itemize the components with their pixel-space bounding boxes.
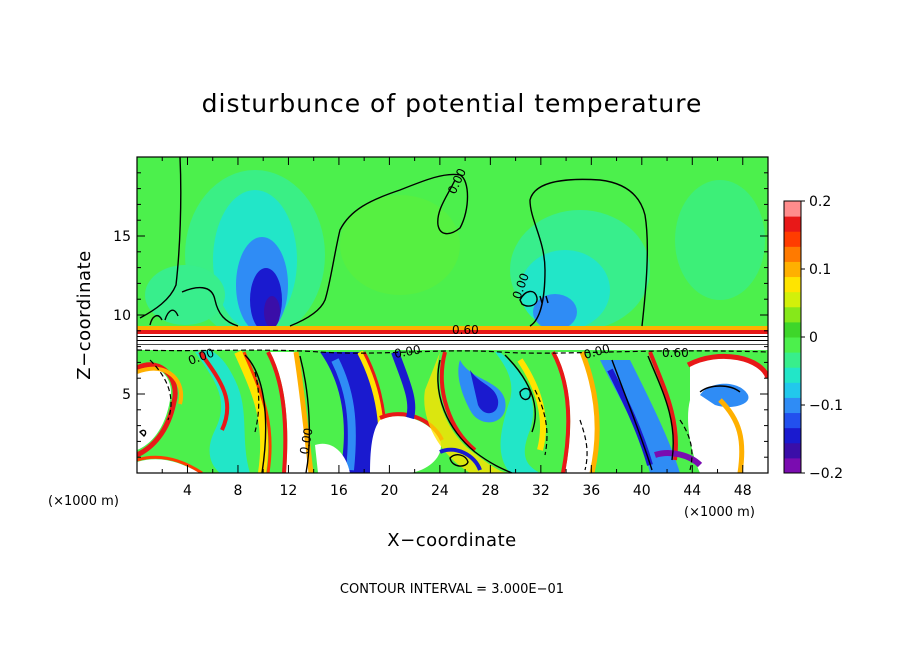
- contour-interval-note: CONTOUR INTERVAL = 3.000E−01: [340, 582, 564, 597]
- colorbar-swatch: [784, 457, 801, 474]
- colorbar-tick-label: 0.2: [809, 194, 831, 210]
- colorbar-swatch: [784, 291, 801, 308]
- x-tick-label: 44: [683, 483, 701, 499]
- x-tick-label: 20: [380, 483, 398, 499]
- y-axis: 5 10 15: [113, 172, 768, 458]
- contour-label: 0.60: [452, 323, 479, 337]
- contour-lines: [139, 157, 649, 327]
- colorbar-swatch: [784, 442, 801, 459]
- x-unit-right: (×1000 m): [684, 505, 755, 520]
- chart-title: disturbunce of potential temperature: [202, 89, 703, 118]
- x-tick-label: 48: [734, 483, 752, 499]
- upper-field-features: [145, 170, 765, 340]
- colorbar: [784, 201, 801, 474]
- colorbar-tick-label: 0.1: [809, 262, 831, 278]
- y-axis-label: Z−coordinate: [74, 250, 95, 379]
- colorbar-swatch: [784, 412, 801, 429]
- y-tick-label: 10: [113, 308, 131, 324]
- contour-label: 0.60: [662, 346, 689, 360]
- y-tick-label: 5: [122, 387, 131, 403]
- y-tick-label: 15: [113, 229, 131, 245]
- x-tick-label: 12: [280, 483, 298, 499]
- colorbar-swatch: [784, 231, 801, 247]
- colorbar-swatch: [784, 337, 801, 353]
- colorbar-swatch: [784, 261, 801, 278]
- colorbar-tick-label: 0: [809, 330, 818, 346]
- x-tick-label: 4: [183, 483, 192, 499]
- plot-area: [137, 157, 768, 473]
- lower-field: [137, 350, 768, 473]
- colorbar-tick-label: −0.2: [809, 466, 843, 482]
- x-tick-label: 40: [633, 483, 651, 499]
- colorbar-swatch: [784, 352, 801, 368]
- x-axis: 4 8 12 16 20 24 28 32 36 40 44 48: [161, 157, 752, 499]
- colorbar-swatch: [784, 306, 801, 323]
- colorbar-ticks: 0.2 0.1 0 −0.1 −0.2: [801, 194, 843, 482]
- x-tick-label: 24: [431, 483, 449, 499]
- x-axis-label: X−coordinate: [387, 530, 516, 551]
- x-tick-label: 16: [330, 483, 348, 499]
- transition-band: [137, 326, 768, 350]
- contour-label: 0.00: [297, 427, 315, 456]
- colorbar-swatch: [784, 382, 801, 398]
- colorbar-frame: [783, 200, 802, 474]
- colorbar-swatch: [784, 201, 801, 217]
- colorbar-swatch: [784, 321, 801, 338]
- x-tick-label: 28: [481, 483, 499, 499]
- colorbar-tick-label: −0.1: [809, 398, 843, 414]
- colorbar-swatch: [784, 367, 801, 383]
- x-tick-label: 36: [582, 483, 600, 499]
- colorbar-swatch: [784, 397, 801, 414]
- colorbar-swatch: [784, 276, 801, 293]
- colorbar-swatch: [784, 427, 801, 444]
- contour-label: 0.00: [582, 341, 611, 361]
- x-tick-label: 8: [233, 483, 242, 499]
- colorbar-swatch: [784, 246, 801, 262]
- x-unit-left: (×1000 m): [48, 494, 119, 509]
- colorbar-swatch: [784, 216, 801, 232]
- contour-label: 0.00: [393, 343, 422, 361]
- contour-lines-lower: [137, 349, 768, 473]
- x-tick-label: 32: [532, 483, 550, 499]
